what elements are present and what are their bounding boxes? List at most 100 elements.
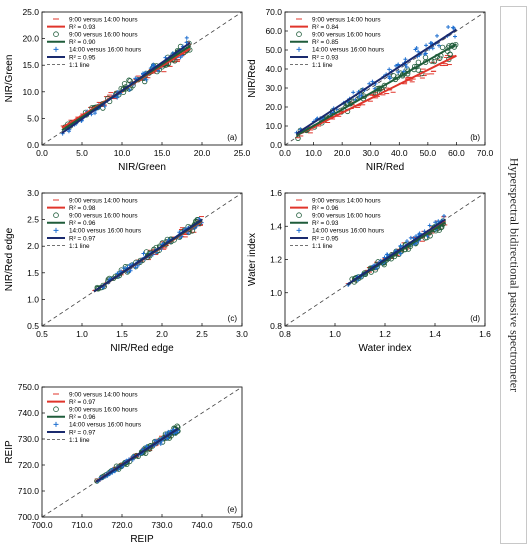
y-tick-label: 3.0 (27, 188, 39, 198)
legend-series-c: 14:00 versus 16:00 hours (69, 228, 141, 235)
legend-one-to-one: 1:1 line (69, 62, 90, 69)
y-axis-label: NIR/Green (4, 55, 15, 103)
point-series-b (415, 67, 422, 73)
y-tick-label: 40.0 (265, 64, 282, 74)
point-series-b (143, 249, 150, 255)
y-tick-label: 1.0 (270, 288, 282, 298)
point-series-c (165, 436, 170, 441)
plot-frame (41, 11, 243, 146)
point-series-b (422, 54, 429, 61)
y-axis-label: NIR/Red edge (4, 227, 15, 291)
point-series-c (135, 263, 140, 268)
plot-area (42, 387, 242, 517)
point-series-c (441, 214, 446, 219)
plot-area (42, 193, 242, 326)
y-tick-label: 10.0 (22, 87, 39, 97)
point-series-c (396, 70, 401, 75)
point-series-c (433, 220, 438, 225)
legend-r2-a: R² = 0.93 (69, 24, 96, 31)
point-series-c (351, 90, 356, 95)
y-tick-label: 60.0 (265, 26, 282, 36)
point-series-c (153, 438, 158, 443)
legend-series-b: 9:00 versus 16:00 hours (69, 407, 138, 414)
point-series-c (414, 46, 419, 51)
x-tick-label: 700.0 (31, 520, 53, 530)
point-series-b (439, 44, 446, 51)
x-tick-label: 5.0 (76, 148, 88, 158)
point-series-c (423, 51, 428, 56)
legend-symbol (53, 212, 59, 219)
y-axis-label: NIR/Red (247, 59, 258, 97)
point-series-c (404, 64, 409, 69)
legend-r2-c: R² = 0.95 (312, 235, 339, 242)
panel-b: 0.0 10.0 20.0 30.0 40.0 50.0 60.0 70.0 0.0 10.0 20… (247, 7, 494, 173)
plot-frame (41, 386, 243, 518)
x-tick-label: 0.8 (279, 329, 291, 339)
legend-r2-b: R² = 0.90 (69, 39, 96, 46)
panel-c: 0.5 1.0 1.5 2.0 2.5 3.0 0.5 1.0 1.5 2.0 2.5 3.0 NIR/… (4, 188, 248, 354)
fit-line-3 (295, 28, 457, 135)
y-tick-label: 70.0 (265, 7, 282, 17)
point-series-c (387, 76, 392, 81)
x-tick-label: 750.0 (231, 520, 253, 530)
fit-line-1 (295, 54, 457, 137)
panel-letter: (c) (228, 314, 238, 323)
point-series-b (142, 78, 148, 85)
point-series-c (144, 77, 149, 82)
panel-letter: (a) (227, 133, 237, 142)
point-series-c (367, 81, 372, 86)
point-series-c (184, 35, 189, 40)
point-series-b (431, 58, 438, 65)
x-tick-label: 2.5 (196, 329, 208, 339)
side-label-box: Hyperspectral bidirectional passive spec… (500, 6, 527, 544)
legend-symbol (53, 406, 59, 413)
x-tick-label: 40.0 (391, 148, 408, 158)
point-series-c (435, 33, 440, 38)
point-series-c (357, 94, 362, 99)
legend-series-b: 9:00 versus 16:00 hours (312, 213, 381, 220)
plot-frame (284, 11, 486, 146)
panel-a: 0.0 5.0 10.0 15.0 20.0 25.0 0.0 5.0 10.0 15.0 20.0… (4, 7, 251, 173)
legend-r2-c: R² = 0.97 (69, 235, 96, 242)
x-tick-label: 70.0 (477, 148, 494, 158)
fit-line-3 (93, 218, 203, 293)
x-tick-label: 25.0 (234, 148, 251, 158)
plot-area (285, 193, 485, 326)
point-series-c (436, 43, 441, 48)
point-series-c (404, 239, 409, 244)
plot-area (285, 12, 485, 145)
x-tick-label: 0.0 (36, 148, 48, 158)
x-tick-label: 0.5 (36, 329, 48, 339)
x-tick-label: 710.0 (71, 520, 93, 530)
legend-one-to-one: 1:1 line (69, 243, 90, 250)
x-axis-label: NIR/Green (118, 162, 166, 173)
x-axis-label: REIP (130, 534, 154, 545)
point-series-c (387, 74, 392, 79)
x-tick-label: 1.0 (76, 329, 88, 339)
panel-d: 0.8 1.0 1.2 1.4 1.6 0.8 1.0 1.2 1.4 1.6 Water inde… (247, 188, 491, 354)
point-series-b (126, 77, 132, 83)
y-tick-label: 30.0 (265, 83, 282, 93)
legend-series-a: 9:00 versus 14:00 hours (69, 16, 138, 23)
point-series-c (158, 441, 163, 446)
legend-symbol (53, 31, 59, 38)
legend-series-c: 14:00 versus 16:00 hours (69, 422, 141, 429)
point-series-b (447, 51, 453, 58)
y-tick-label: 20.0 (265, 102, 282, 112)
legend-symbol (296, 212, 302, 219)
point-series-b (415, 59, 422, 66)
y-tick-label: 740.0 (18, 408, 40, 418)
point-series-c (370, 79, 375, 84)
y-axis-label: Water index (247, 233, 258, 286)
point-series-c (186, 231, 191, 236)
plot-area (42, 12, 242, 145)
point-series-b (391, 73, 397, 79)
legend-r2-b: R² = 0.96 (69, 414, 96, 421)
point-series-c (393, 63, 398, 68)
legend-symbol (53, 421, 59, 427)
x-tick-label: 1.2 (379, 329, 391, 339)
legend-r2-b: R² = 0.93 (312, 220, 339, 227)
